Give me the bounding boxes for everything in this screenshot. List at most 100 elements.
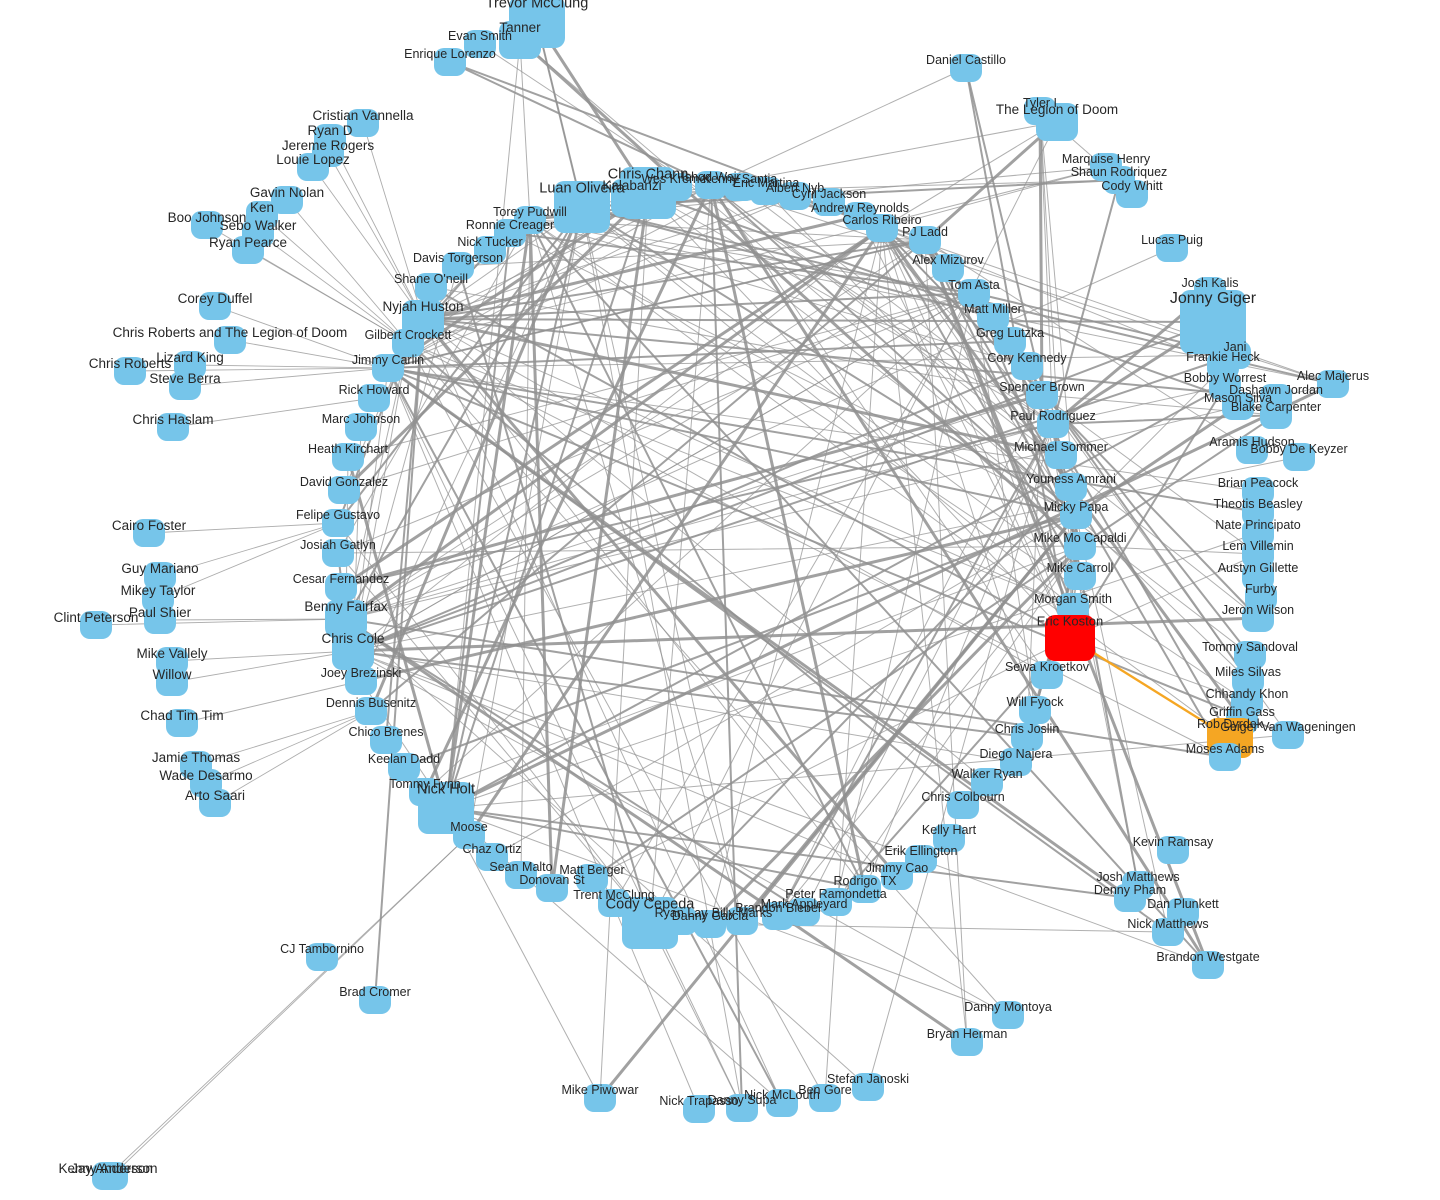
svg-text:Eric Koston: Eric Koston: [1037, 613, 1103, 628]
svg-text:Torey Pudwill: Torey Pudwill: [493, 205, 567, 219]
svg-text:Denny Pham: Denny Pham: [1094, 883, 1166, 897]
svg-text:Cesar Fernandez: Cesar Fernandez: [293, 572, 390, 586]
svg-text:Arto Saari: Arto Saari: [185, 788, 245, 803]
svg-text:Jimmy Carlin: Jimmy Carlin: [352, 353, 424, 367]
svg-text:Chico Brenes: Chico Brenes: [348, 725, 423, 739]
svg-text:Jonny Giger: Jonny Giger: [1170, 290, 1257, 307]
svg-text:Mike Carroll: Mike Carroll: [1047, 561, 1114, 575]
svg-text:Shane O'neill: Shane O'neill: [394, 272, 468, 286]
svg-text:Trevor McClung: Trevor McClung: [486, 0, 589, 12]
svg-text:Bobby De Keyzer: Bobby De Keyzer: [1250, 442, 1347, 456]
svg-text:Joey Brezinski: Joey Brezinski: [321, 666, 402, 680]
svg-text:Chris Cole: Chris Cole: [321, 631, 384, 646]
svg-text:Miles Silvas: Miles Silvas: [1215, 665, 1281, 679]
svg-text:Chaz Ortiz: Chaz Ortiz: [462, 842, 521, 856]
svg-text:Trent McClung: Trent McClung: [573, 888, 655, 902]
svg-text:Jamie Thomas: Jamie Thomas: [152, 750, 241, 765]
svg-text:Marquise Henry: Marquise Henry: [1062, 152, 1151, 166]
svg-text:Ryan Pearce: Ryan Pearce: [209, 235, 287, 250]
svg-text:Tom Asta: Tom Asta: [948, 278, 999, 292]
svg-text:Nate Principato: Nate Principato: [1215, 518, 1301, 532]
svg-text:Mike Piwowar: Mike Piwowar: [561, 1083, 638, 1097]
svg-text:Michael Sommer: Michael Sommer: [1014, 440, 1108, 454]
svg-text:Benny Fairfax: Benny Fairfax: [304, 599, 388, 614]
svg-text:Will Fyock: Will Fyock: [1007, 695, 1065, 709]
svg-text:Alex Mizurov: Alex Mizurov: [912, 253, 984, 267]
svg-text:Alec Majerus: Alec Majerus: [1297, 369, 1369, 383]
svg-text:Cyril Jackson: Cyril Jackson: [792, 187, 866, 201]
svg-text:Theotis Beasley: Theotis Beasley: [1214, 497, 1304, 511]
svg-text:Paul Shier: Paul Shier: [129, 605, 192, 620]
svg-text:Keelan Dadd: Keelan Dadd: [368, 752, 440, 766]
svg-text:Brandon Westgate: Brandon Westgate: [1156, 950, 1259, 964]
svg-text:Gilbert Crockett: Gilbert Crockett: [365, 328, 452, 342]
svg-text:Lizard King: Lizard King: [156, 350, 224, 365]
svg-text:Chris Colbourn: Chris Colbourn: [921, 790, 1004, 804]
svg-text:Cody Whitt: Cody Whitt: [1101, 179, 1163, 193]
svg-text:Nick Trapasso: Nick Trapasso: [659, 1094, 738, 1108]
svg-text:Danny Montoya: Danny Montoya: [964, 1000, 1052, 1014]
svg-text:Chris Haslam: Chris Haslam: [132, 412, 213, 427]
svg-text:Kevin Ramsay: Kevin Ramsay: [1133, 835, 1214, 849]
svg-text:Moose: Moose: [450, 820, 488, 834]
svg-text:Corey Duffel: Corey Duffel: [178, 291, 253, 306]
svg-text:Guy Mariano: Guy Mariano: [121, 561, 198, 576]
svg-text:Lem Villemin: Lem Villemin: [1222, 539, 1293, 553]
svg-text:Spencer Brown: Spencer Brown: [999, 380, 1085, 394]
svg-text:Peter Ramondetta: Peter Ramondetta: [785, 887, 886, 901]
svg-text:Clint Peterson: Clint Peterson: [54, 610, 139, 625]
svg-text:Jay Anderson: Jay Anderson: [71, 1161, 153, 1176]
svg-text:Cairo Foster: Cairo Foster: [112, 518, 187, 533]
svg-text:Wade Desarmo: Wade Desarmo: [159, 768, 252, 783]
svg-text:Morgan Smith: Morgan Smith: [1034, 592, 1112, 606]
svg-text:Heath Kirchart: Heath Kirchart: [308, 442, 388, 456]
svg-text:David Gonzalez: David Gonzalez: [300, 475, 388, 489]
svg-text:Nyjah Huston: Nyjah Huston: [382, 299, 463, 314]
svg-text:Chad Tim Tim: Chad Tim Tim: [140, 708, 223, 723]
svg-text:Greg Lutzka: Greg Lutzka: [976, 326, 1044, 340]
svg-text:Rodrigo TX: Rodrigo TX: [834, 874, 898, 888]
svg-text:Gavin Nolan: Gavin Nolan: [250, 185, 324, 200]
svg-text:Sewa Kroetkov: Sewa Kroetkov: [1005, 660, 1090, 674]
svg-text:Diego Najera: Diego Najera: [980, 747, 1053, 761]
svg-text:Lucas Puig: Lucas Puig: [1141, 233, 1203, 247]
svg-text:Ken: Ken: [250, 200, 274, 215]
svg-text:Donovan St: Donovan St: [519, 873, 585, 887]
svg-text:Dan Plunkett: Dan Plunkett: [1147, 897, 1219, 911]
svg-text:Blake Carpenter: Blake Carpenter: [1231, 400, 1321, 414]
svg-text:Mike Mo Capaldi: Mike Mo Capaldi: [1033, 531, 1126, 545]
svg-text:Rick Howard: Rick Howard: [339, 383, 410, 397]
svg-text:Chris Roberts and The Legion o: Chris Roberts and The Legion of Doom: [113, 325, 348, 340]
svg-text:Louie Lopez: Louie Lopez: [276, 152, 350, 167]
svg-text:Frankie Heck: Frankie Heck: [1186, 350, 1260, 364]
svg-text:Brian Peacock: Brian Peacock: [1218, 476, 1299, 490]
svg-text:Ryan D: Ryan D: [307, 123, 352, 138]
svg-text:Jimmy Cao: Jimmy Cao: [866, 861, 929, 875]
svg-text:Furby: Furby: [1245, 582, 1278, 596]
svg-text:Marc Johnson: Marc Johnson: [322, 412, 401, 426]
svg-text:Enrique Lorenzo: Enrique Lorenzo: [404, 47, 496, 61]
svg-text:CJ Tambornino: CJ Tambornino: [280, 942, 364, 956]
svg-text:Austyn Gillette: Austyn Gillette: [1218, 561, 1299, 575]
svg-text:Sean Malto: Sean Malto: [489, 860, 552, 874]
svg-text:Micky Papa: Micky Papa: [1044, 500, 1109, 514]
svg-text:The Legion of Doom: The Legion of Doom: [996, 102, 1118, 117]
svg-text:Chris Joslin: Chris Joslin: [995, 722, 1060, 736]
svg-text:Paul Rodriguez: Paul Rodriguez: [1010, 409, 1095, 423]
svg-text:Ronnie Creager: Ronnie Creager: [466, 218, 554, 232]
svg-text:Jereme Rogers: Jereme Rogers: [282, 138, 375, 153]
svg-text:Josh Matthews: Josh Matthews: [1096, 870, 1179, 884]
svg-text:Mike Vallely: Mike Vallely: [136, 646, 207, 661]
svg-text:Daniel Castillo: Daniel Castillo: [926, 53, 1006, 67]
svg-text:Rob Dyrdek: Rob Dyrdek: [1197, 717, 1264, 731]
svg-text:Tommy Sandoval: Tommy Sandoval: [1202, 640, 1298, 654]
svg-text:Kelly Hart: Kelly Hart: [922, 823, 977, 837]
svg-text:PJ Ladd: PJ Ladd: [902, 225, 948, 239]
svg-text:Cory Kennedy: Cory Kennedy: [987, 351, 1067, 365]
svg-text:Walker Ryan: Walker Ryan: [951, 767, 1022, 781]
svg-text:Davis Torgerson: Davis Torgerson: [413, 251, 503, 265]
svg-text:Bryan Herman: Bryan Herman: [927, 1027, 1008, 1041]
svg-text:Willow: Willow: [153, 667, 192, 682]
svg-text:Steve Berra: Steve Berra: [149, 371, 221, 386]
svg-text:Erik Ellington: Erik Ellington: [885, 844, 958, 858]
